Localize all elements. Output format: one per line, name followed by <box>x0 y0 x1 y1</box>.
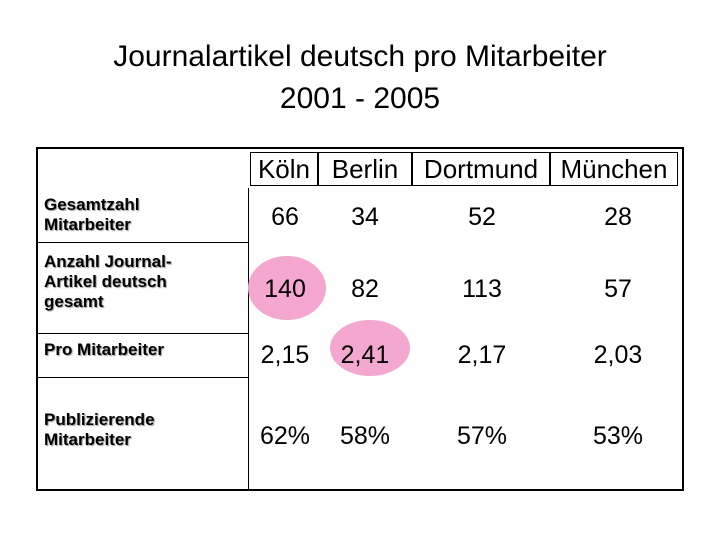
row-label: Gesamtzahl Mitarbeiter <box>44 195 140 234</box>
cell-value: 66 <box>271 203 299 231</box>
title-line: 2001 - 2005 <box>279 82 441 115</box>
row-label: Pro Mitarbeiter <box>44 340 164 359</box>
cell-value: 34 <box>351 203 379 231</box>
cell-value: 52 <box>468 203 496 231</box>
row-divider <box>37 377 248 378</box>
highlight <box>248 256 326 320</box>
cell-value: 57% <box>456 422 508 450</box>
highlight <box>330 320 410 376</box>
cell-value: 82 <box>351 275 379 303</box>
column-header: Dortmund <box>412 152 550 186</box>
row-label: Anzahl Journal-Artikel deutsch gesamt <box>44 252 172 311</box>
row-label: Publizierende Mitarbeiter <box>44 410 155 449</box>
column-divider <box>248 188 249 491</box>
row-divider <box>37 333 248 334</box>
table-frame <box>36 147 684 491</box>
cell-value: 2,03 <box>593 341 643 369</box>
column-header: München <box>550 152 678 186</box>
cell-value: 28 <box>604 203 632 231</box>
title-line: Journalartikel deutsch pro Mitarbeiter <box>113 40 607 73</box>
cell-value: 140 <box>264 275 306 303</box>
row-divider <box>37 242 248 243</box>
cell-value: 2,17 <box>457 341 507 369</box>
column-header: Berlin <box>318 152 412 186</box>
cell-value: 2,41 <box>340 341 390 369</box>
cell-value: 2,15 <box>260 341 310 369</box>
cell-value: 113 <box>462 275 502 303</box>
column-header: Köln <box>250 152 318 186</box>
cell-value: 58% <box>339 422 391 450</box>
cell-value: 57 <box>604 275 632 303</box>
cell-value: 53% <box>592 422 644 450</box>
cell-value: 62% <box>259 422 311 450</box>
